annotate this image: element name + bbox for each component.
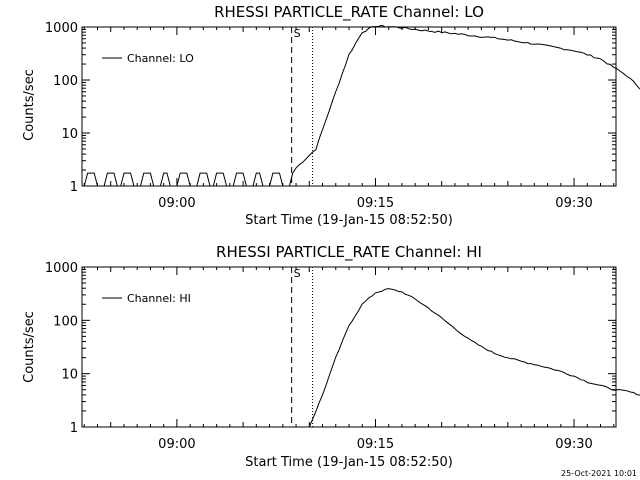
x-axis-label: Start Time (19-Jan-15 08:52:50)	[245, 455, 453, 470]
legend-label: Channel: LO	[127, 52, 194, 65]
legend: Channel: HI	[102, 292, 191, 305]
y-ticks: 1 10 100 1000	[45, 21, 616, 195]
x-tick-label: 09:30	[555, 196, 592, 211]
time-markers: SFFFE	[291, 27, 314, 186]
marker-label: S	[294, 267, 301, 280]
chart-title: RHESSI PARTICLE_RATE Channel: LO	[214, 3, 484, 22]
series-line	[83, 24, 640, 187]
plot-area: SFFFE 09:0009:1509:3009:4510:0010:1510:3…	[45, 21, 640, 211]
x-axis-label: Start Time (19-Jan-15 08:52:50)	[245, 213, 453, 228]
series-line	[308, 288, 640, 428]
panel-lo: RHESSI PARTICLE_RATE Channel: LO SFFFE 0…	[22, 3, 640, 228]
legend: Channel: LO	[102, 52, 194, 65]
y-tick-label: 1	[70, 421, 78, 436]
y-tick-label: 100	[53, 74, 78, 89]
y-tick-label: 1000	[45, 21, 78, 36]
y-tick-label: 10	[61, 368, 78, 383]
x-tick-label: 09:00	[158, 437, 195, 452]
y-tick-label: 100	[53, 314, 78, 329]
panel-hi: RHESSI PARTICLE_RATE Channel: HI SFFFE 0…	[22, 243, 640, 470]
marker-label: S	[294, 27, 301, 40]
y-tick-label: 1000	[45, 261, 78, 276]
legend-label: Channel: HI	[127, 292, 191, 305]
series-group	[83, 24, 640, 187]
x-tick-label: 09:00	[158, 196, 195, 211]
chart-title: RHESSI PARTICLE_RATE Channel: HI	[216, 243, 482, 262]
x-tick-label: 09:15	[357, 437, 394, 452]
y-tick-label: 10	[61, 127, 78, 142]
y-axis-label: Counts/sec	[22, 311, 37, 383]
time-markers: SFFFE	[291, 267, 314, 427]
y-axis-label: Counts/sec	[22, 69, 37, 141]
y-tick-label: 1	[70, 180, 78, 195]
series-group	[308, 288, 640, 428]
x-tick-label: 09:15	[357, 196, 394, 211]
x-tick-label: 09:30	[555, 437, 592, 452]
y-ticks: 1 10 100 1000	[45, 261, 616, 436]
footer-timestamp: 25-Oct-2021 10:01	[561, 469, 637, 478]
plot-area: SFFFE 09:0009:1509:3009:4510:0010:1510:3…	[45, 261, 640, 452]
